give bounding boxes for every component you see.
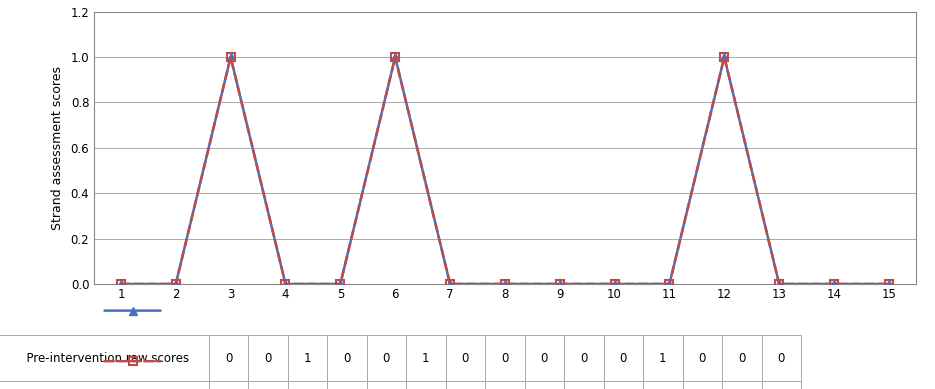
Pre-intervention raw scores	[884, 282, 895, 286]
Pre-intervention raw scores	[664, 282, 675, 286]
Pre-intervention raw scores	[170, 282, 181, 286]
Post-intervention raw scores	[664, 282, 675, 286]
Pre-intervention raw scores	[773, 282, 784, 286]
Post-intervention raw scores	[554, 282, 566, 286]
Pre-intervention raw scores	[554, 282, 566, 286]
Post-intervention raw scores	[884, 282, 895, 286]
Post-intervention raw scores	[609, 282, 620, 286]
Pre-intervention raw scores	[499, 282, 511, 286]
Pre-intervention raw scores	[444, 282, 455, 286]
Post-intervention raw scores	[444, 282, 455, 286]
Pre-intervention raw scores	[280, 282, 291, 286]
Pre-intervention raw scores	[335, 282, 346, 286]
Y-axis label: Strand assessment scores: Strand assessment scores	[50, 66, 64, 230]
Pre-intervention raw scores	[390, 55, 401, 60]
Post-intervention raw scores	[170, 282, 181, 286]
Pre-intervention raw scores	[115, 282, 126, 286]
Post-intervention raw scores	[335, 282, 346, 286]
Post-intervention raw scores	[828, 282, 840, 286]
Post-intervention raw scores	[390, 55, 401, 60]
Post-intervention raw scores	[773, 282, 784, 286]
Post-intervention raw scores	[719, 55, 730, 60]
Pre-intervention raw scores	[719, 55, 730, 60]
Post-intervention raw scores	[280, 282, 291, 286]
Pre-intervention raw scores	[828, 282, 840, 286]
Line: Post-intervention raw scores: Post-intervention raw scores	[117, 53, 893, 288]
Pre-intervention raw scores	[609, 282, 620, 286]
Pre-intervention raw scores	[225, 55, 237, 60]
Post-intervention raw scores	[499, 282, 511, 286]
Post-intervention raw scores	[225, 55, 237, 60]
Line: Pre-intervention raw scores: Pre-intervention raw scores	[117, 53, 893, 288]
Post-intervention raw scores	[115, 282, 126, 286]
